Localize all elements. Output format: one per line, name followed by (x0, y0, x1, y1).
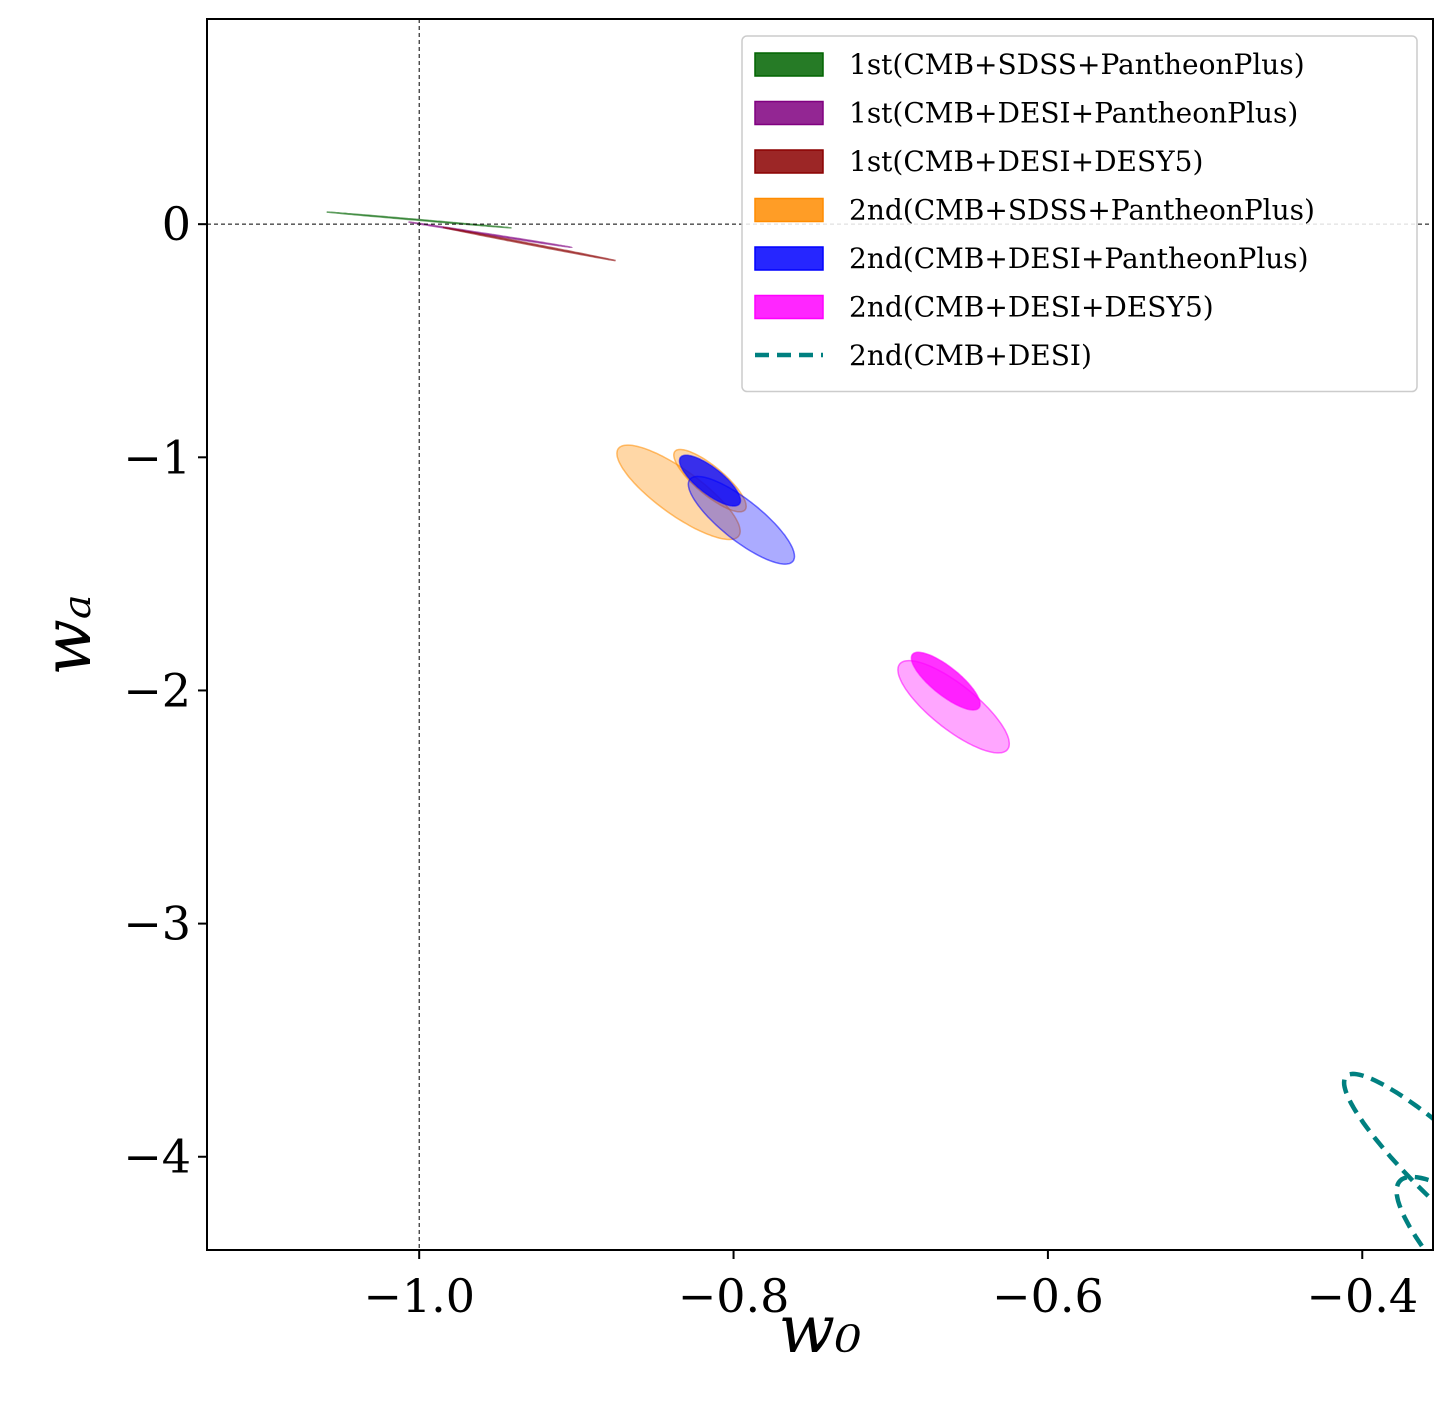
legend-swatch (754, 294, 824, 320)
contour-2nd-cmb-sdss-pantheonplus-95 (616, 444, 741, 541)
x-tick-label: −0.6 (992, 1269, 1104, 1323)
contour-1st-cmb-desi-desy5-95 (442, 226, 616, 262)
legend-label: 2nd(CMB+DESI+DESY5) (849, 291, 1214, 324)
legend-label: 1st(CMB+DESI+DESY5) (849, 145, 1203, 178)
y-axis-ticks: 0 −1 −2 −3 −4 (123, 197, 207, 1184)
contour-1st-cmb-sdss-pantheonplus-95 (326, 211, 512, 229)
y-tick-label: −4 (123, 1130, 191, 1184)
legend-swatch (754, 197, 824, 223)
x-axis-ticks: −1.0 −0.8 −0.6 −0.4 (363, 1250, 1418, 1323)
legend-label: 1st(CMB+DESI+PantheonPlus) (849, 97, 1298, 130)
x-axis-label: w₀ (779, 1291, 862, 1368)
y-axis-label: wₐ (29, 594, 106, 675)
plot-frame (206, 18, 1434, 1251)
x-tick-label: −1.0 (363, 1269, 475, 1323)
legend-label: 1st(CMB+SDSS+PantheonPlus) (849, 48, 1305, 81)
x-tick-label: −0.8 (678, 1269, 790, 1323)
y-tick-label: −2 (123, 663, 191, 717)
legend-label: 2nd(CMB+DESI) (849, 339, 1092, 372)
contour-2nd-cmb-desi-68 (1341, 1071, 1433, 1204)
legend-swatch (754, 149, 824, 174)
y-tick-label: −3 (123, 897, 191, 951)
contour-2nd-cmb-desi-pantheonplus-68 (678, 454, 742, 507)
y-tick-label: 0 (162, 197, 191, 251)
legend-swatch (754, 246, 824, 271)
x-tick-label: −0.4 (1306, 1269, 1418, 1323)
legend-label: 2nd(CMB+DESI+PantheonPlus) (849, 242, 1309, 275)
contour-layer (326, 211, 1433, 1250)
contour-2nd-cmb-desi-desy5-68 (910, 651, 981, 711)
legend-box (741, 35, 1418, 393)
legend-label: 2nd(CMB+SDSS+PantheonPlus) (849, 194, 1315, 227)
legend: 1st(CMB+SDSS+PantheonPlus) 1st(CMB+DESI+P… (741, 35, 1418, 393)
y-tick-label: −1 (123, 430, 191, 484)
legend-swatch (754, 52, 824, 77)
contour-2nd-cmb-desi-desy5-95 (897, 659, 1011, 754)
legend-swatch (754, 100, 824, 126)
